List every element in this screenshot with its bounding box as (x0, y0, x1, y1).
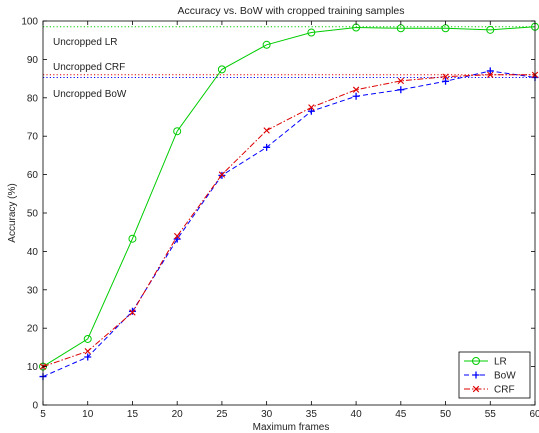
legend-marker (472, 357, 480, 365)
data-point (262, 40, 271, 49)
data-point (84, 348, 91, 355)
y-tick-label: 40 (27, 247, 39, 258)
legend-marker (472, 371, 480, 379)
data-point (83, 334, 92, 343)
y-tick-label: 0 (32, 401, 38, 412)
y-tick-label: 100 (21, 17, 38, 28)
data-point (173, 127, 182, 136)
legend-marker (472, 385, 480, 393)
x-tick-label: 35 (306, 409, 318, 420)
legend-label-bow: BoW (494, 371, 516, 382)
series-line-crf (42, 74, 535, 368)
chart-title: Accuracy vs. BoW with cropped training s… (177, 5, 404, 17)
data-point (486, 67, 494, 75)
x-tick-label: 45 (395, 409, 407, 420)
reference-line-label: Uncropped BoW (53, 89, 127, 100)
data-point (486, 25, 495, 34)
y-tick-label: 80 (27, 93, 39, 104)
data-point (128, 234, 137, 243)
data-point (173, 232, 181, 240)
data-point (263, 143, 271, 151)
data-point (263, 127, 270, 134)
y-tick-label: 90 (27, 55, 39, 66)
data-point (442, 77, 450, 85)
x-tick-label: 10 (82, 409, 94, 420)
reference-line-label: Uncropped LR (53, 37, 117, 48)
y-axis-label: Accuracy (%) (7, 183, 18, 242)
y-tick-label: 30 (27, 285, 39, 296)
data-point (129, 309, 136, 316)
x-tick-label: 30 (261, 409, 273, 420)
y-tick-label: 60 (27, 170, 39, 181)
x-tick-label: 40 (351, 409, 363, 420)
y-tick-label: 10 (27, 362, 39, 373)
data-point (128, 307, 136, 315)
x-tick-label: 20 (172, 409, 184, 420)
y-tick-label: 20 (27, 324, 39, 335)
x-tick-label: 15 (127, 409, 139, 420)
x-tick-label: 25 (216, 409, 228, 420)
x-tick-label: 55 (485, 409, 497, 420)
plot-area: Uncropped LR Uncropped CRF Uncropped BoW 5 1… (21, 17, 539, 420)
legend-box (458, 351, 531, 399)
y-tick-label: 50 (27, 209, 39, 220)
data-point (307, 107, 315, 115)
data-point (307, 28, 316, 37)
y-tick-label: 70 (27, 132, 39, 143)
x-axis-label: Maximum frames (253, 422, 330, 433)
legend-label-crf: CRF (494, 385, 515, 396)
data-point (217, 65, 226, 74)
series-line-bow (42, 70, 536, 378)
data-point (352, 92, 360, 100)
x-tick-label: 5 (40, 409, 46, 420)
data-point (308, 104, 315, 111)
data-point (442, 73, 449, 80)
x-tick-label: 50 (440, 409, 452, 420)
legend-label-lr: LR (494, 357, 507, 368)
data-point (487, 71, 494, 78)
data-point (397, 77, 405, 85)
data-point (352, 86, 360, 93)
series-line-lr (42, 26, 536, 368)
data-point (84, 353, 92, 361)
x-tick-label: 60 (529, 409, 539, 420)
data-point (218, 171, 226, 178)
axes-frame (42, 20, 536, 406)
reference-line-label: Uncropped CRF (53, 62, 125, 73)
data-point (397, 86, 405, 94)
